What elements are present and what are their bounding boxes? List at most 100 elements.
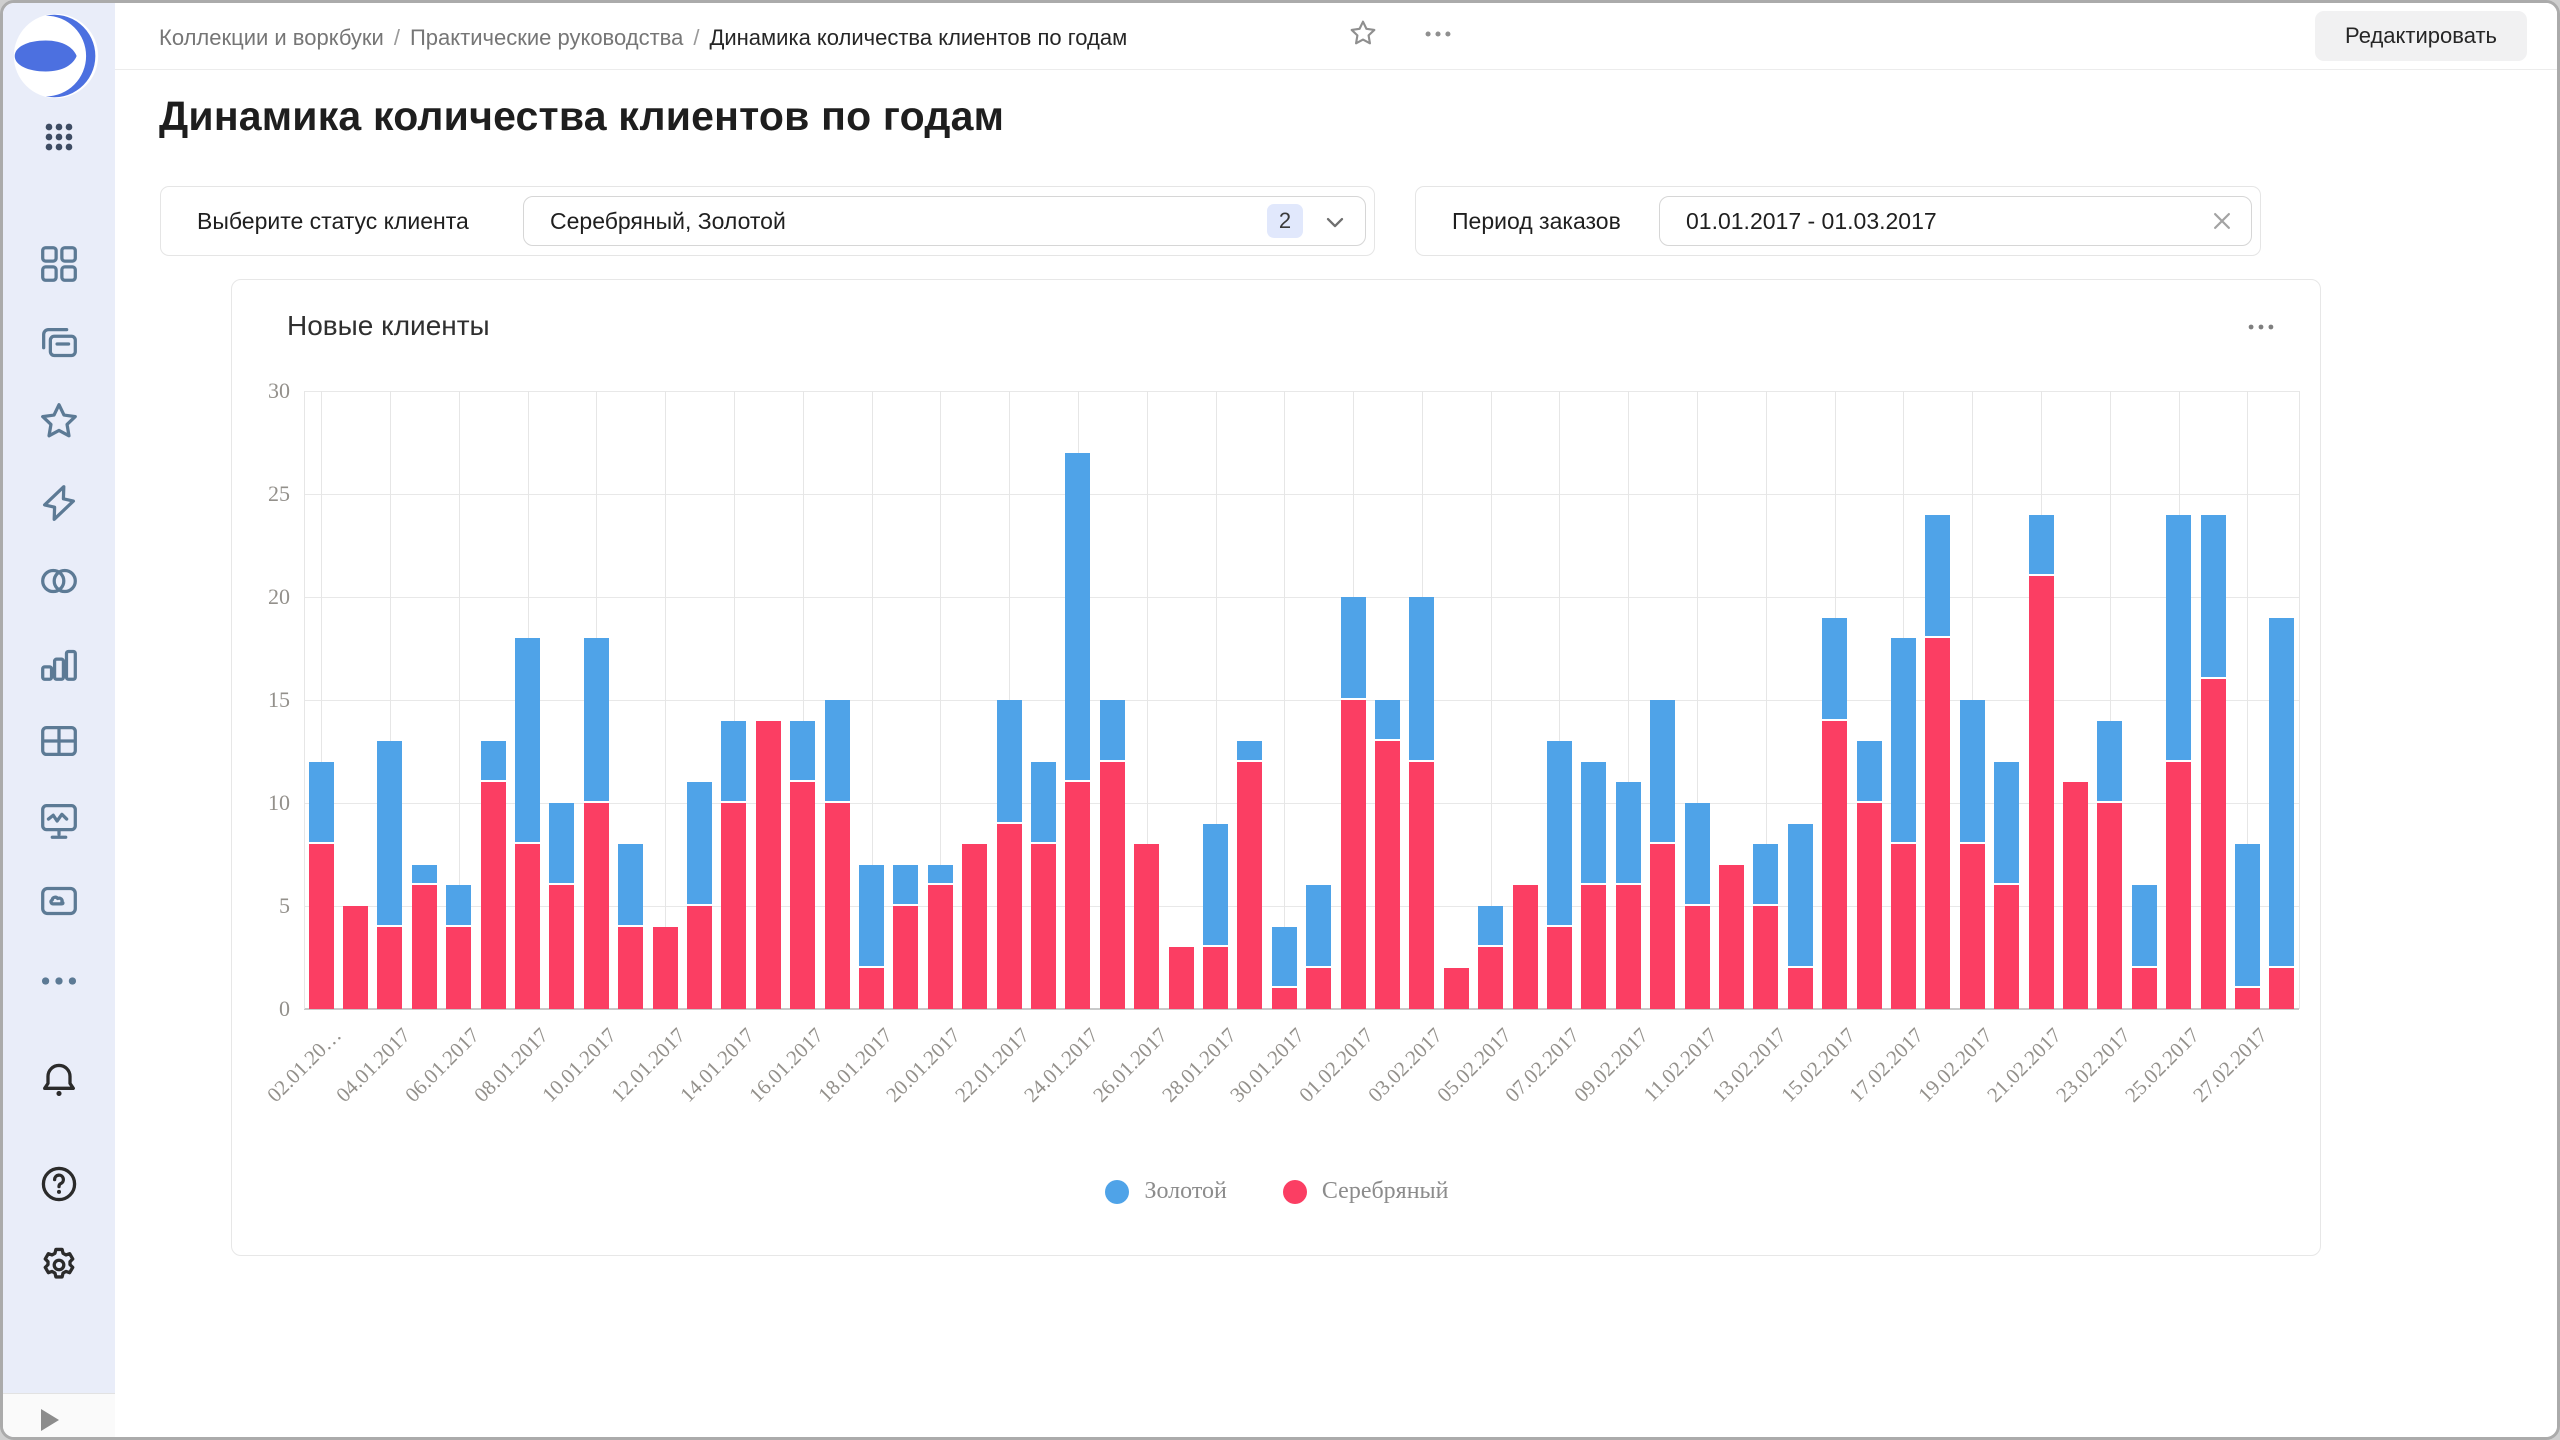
bar-segment-gold[interactable] <box>1925 514 1951 639</box>
edit-button[interactable]: Редактировать <box>2315 11 2527 61</box>
bar-segment-silver[interactable] <box>583 803 609 1009</box>
bar-segment-silver[interactable] <box>1099 761 1125 1009</box>
bar-segment-gold[interactable] <box>1237 741 1263 762</box>
bar-segment-silver[interactable] <box>1409 761 1435 1009</box>
bar-segment-silver[interactable] <box>1684 906 1710 1009</box>
help-question-icon[interactable] <box>35 1160 83 1208</box>
favorites-star-icon[interactable] <box>35 397 83 445</box>
bar-segment-gold[interactable] <box>446 885 472 927</box>
bar-segment-silver[interactable] <box>411 885 437 1009</box>
bar-segment-silver[interactable] <box>2200 679 2226 1009</box>
bar-segment-silver[interactable] <box>618 926 644 1009</box>
bar-segment-gold[interactable] <box>721 720 747 803</box>
apps-grid-icon[interactable] <box>35 113 83 161</box>
dashboards-grid-icon[interactable] <box>35 240 83 288</box>
monitoring-icon[interactable] <box>35 797 83 845</box>
bar-segment-gold[interactable] <box>2234 844 2260 989</box>
bar-segment-silver[interactable] <box>1031 844 1057 1009</box>
bar-segment-gold[interactable] <box>1374 700 1400 742</box>
bar-segment-gold[interactable] <box>893 864 919 906</box>
status-select[interactable]: Серебряный, Золотой 2 <box>523 196 1366 246</box>
bar-segment-silver[interactable] <box>1134 844 1160 1009</box>
bar-segment-silver[interactable] <box>1443 967 1469 1009</box>
bar-segment-silver[interactable] <box>1546 926 1572 1009</box>
bar-segment-silver[interactable] <box>1925 638 1951 1009</box>
bar-segment-silver[interactable] <box>1512 885 1538 1009</box>
bar-segment-gold[interactable] <box>1684 803 1710 906</box>
bar-segment-silver[interactable] <box>824 803 850 1009</box>
bar-segment-silver[interactable] <box>446 926 472 1009</box>
settings-gear-icon[interactable] <box>35 1241 83 1289</box>
datalens-logo-icon[interactable] <box>13 13 99 99</box>
more-ellipsis-icon[interactable] <box>35 957 83 1005</box>
bar-segment-silver[interactable] <box>1822 720 1848 1009</box>
bar-segment-silver[interactable] <box>377 926 403 1009</box>
bar-segment-silver[interactable] <box>1374 741 1400 1009</box>
charts-bars-icon[interactable] <box>35 639 83 687</box>
bar-segment-gold[interactable] <box>308 761 334 845</box>
bar-segment-silver[interactable] <box>2062 782 2088 1009</box>
bar-segment-silver[interactable] <box>2097 803 2123 1009</box>
bar-segment-silver[interactable] <box>962 844 988 1009</box>
bar-segment-silver[interactable] <box>1787 967 1813 1009</box>
bar-segment-silver[interactable] <box>1065 782 1091 1009</box>
bar-segment-gold[interactable] <box>411 864 437 886</box>
bar-segment-silver[interactable] <box>721 803 747 1009</box>
bar-segment-gold[interactable] <box>1615 782 1641 886</box>
bar-segment-silver[interactable] <box>1890 844 1916 1009</box>
bar-segment-gold[interactable] <box>1753 844 1779 906</box>
bar-segment-gold[interactable] <box>1959 700 1985 845</box>
bar-segment-silver[interactable] <box>2131 967 2157 1009</box>
bar-segment-gold[interactable] <box>2269 617 2295 968</box>
bar-segment-gold[interactable] <box>1787 823 1813 968</box>
bar-segment-silver[interactable] <box>1581 885 1607 1009</box>
bar-segment-gold[interactable] <box>2097 720 2123 803</box>
bar-segment-silver[interactable] <box>1650 844 1676 1009</box>
bar-segment-gold[interactable] <box>2166 514 2192 762</box>
editor-lightning-icon[interactable] <box>35 479 83 527</box>
bar-segment-silver[interactable] <box>1306 967 1332 1009</box>
bar-segment-silver[interactable] <box>2028 576 2054 1009</box>
bar-segment-silver[interactable] <box>1271 988 1297 1009</box>
clear-period-icon[interactable] <box>2207 206 2237 239</box>
bar-segment-gold[interactable] <box>687 782 713 906</box>
bar-segment-gold[interactable] <box>515 638 541 845</box>
bar-segment-gold[interactable] <box>2131 885 2157 968</box>
tables-icon[interactable] <box>35 717 83 765</box>
bar-segment-silver[interactable] <box>2166 761 2192 1009</box>
bar-segment-gold[interactable] <box>790 720 816 783</box>
breadcrumb-guides[interactable]: Практические руководства <box>409 25 684 50</box>
bar-segment-gold[interactable] <box>583 638 609 803</box>
bar-segment-gold[interactable] <box>1340 597 1366 700</box>
bar-segment-silver[interactable] <box>308 844 334 1009</box>
workbooks-icon[interactable] <box>35 319 83 367</box>
chart-menu-ellipsis-icon[interactable] <box>2240 306 2282 351</box>
bar-segment-silver[interactable] <box>1478 947 1504 1009</box>
bar-segment-gold[interactable] <box>1478 906 1504 948</box>
notifications-bell-icon[interactable] <box>35 1057 83 1105</box>
bar-segment-gold[interactable] <box>1650 700 1676 845</box>
bar-segment-silver[interactable] <box>1994 885 2020 1009</box>
files-folder-icon[interactable] <box>35 877 83 925</box>
breadcrumb-collections[interactable]: Коллекции и воркбуки <box>159 25 384 50</box>
bar-segment-silver[interactable] <box>1340 700 1366 1009</box>
bar-segment-silver[interactable] <box>2269 967 2295 1009</box>
legend-item[interactable]: Золотой <box>1105 1178 1227 1205</box>
bar-segment-silver[interactable] <box>687 906 713 1009</box>
bar-segment-gold[interactable] <box>1306 885 1332 968</box>
bar-segment-gold[interactable] <box>2028 514 2054 577</box>
bar-segment-gold[interactable] <box>618 844 644 927</box>
bar-segment-silver[interactable] <box>549 885 575 1009</box>
bar-segment-gold[interactable] <box>859 864 885 968</box>
bar-segment-gold[interactable] <box>377 741 403 927</box>
bar-segment-gold[interactable] <box>1099 700 1125 762</box>
bar-segment-gold[interactable] <box>480 741 506 783</box>
favorite-star-icon[interactable] <box>1347 17 1379 52</box>
bar-segment-gold[interactable] <box>1409 597 1435 762</box>
legend-item[interactable]: Серебряный <box>1282 1178 1449 1205</box>
bar-segment-silver[interactable] <box>515 844 541 1009</box>
bar-segment-gold[interactable] <box>1890 638 1916 845</box>
bar-segment-silver[interactable] <box>893 906 919 1009</box>
bar-segment-gold[interactable] <box>1581 761 1607 886</box>
bar-segment-silver[interactable] <box>790 782 816 1009</box>
